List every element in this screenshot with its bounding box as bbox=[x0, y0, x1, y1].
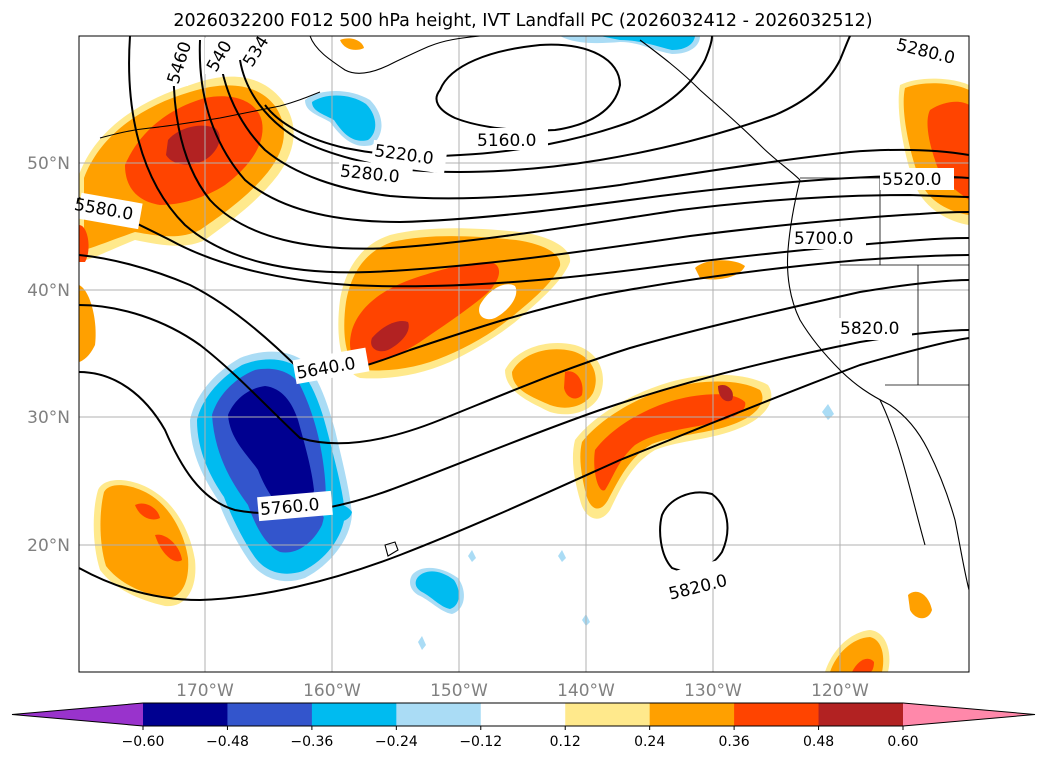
lat-tick-label: 40°N bbox=[27, 281, 70, 301]
colorbar-extend-low bbox=[12, 703, 143, 726]
ivt-region-east-central-a-core bbox=[564, 371, 583, 399]
ivt-negative-small-d bbox=[558, 550, 566, 562]
lon-tick-label: 150°W bbox=[430, 681, 488, 701]
colorbar-tick-label: −0.48 bbox=[206, 734, 249, 750]
contour-5460 bbox=[172, 39, 969, 250]
colorbar-segment bbox=[227, 703, 313, 726]
colorbar: −0.60 −0.48 −0.36 −0.24 −0.12 0.12 0.24 0.36 0.4… bbox=[11, 702, 1036, 750]
ivt-region-southwest-core-a bbox=[135, 503, 160, 520]
colorbar-segment bbox=[143, 703, 228, 726]
contour-5580 bbox=[79, 197, 969, 288]
lon-tick-label: 170°W bbox=[176, 681, 234, 701]
ivt-negative-top-inner bbox=[600, 36, 695, 50]
contour-5340 bbox=[217, 39, 969, 200]
ivt-negative-small-a bbox=[822, 404, 834, 420]
colorbar-tick-label: −0.60 bbox=[122, 734, 165, 750]
colorbar-segment bbox=[565, 703, 651, 726]
lon-tick-labels: 170°W 160°W 150°W 140°W 130°W 120°W bbox=[176, 681, 869, 701]
colorbar-tick-label: 0.24 bbox=[634, 734, 665, 750]
contour-5820-b bbox=[659, 491, 729, 572]
hawaii-islands bbox=[384, 541, 399, 557]
ivt-region-east-central-b-core bbox=[594, 394, 746, 491]
ivt-region-southwest-core-b bbox=[155, 534, 182, 562]
map-panel: 5460 540 534 5160.0 5220.0 5280.0 5280.0… bbox=[73, 29, 972, 673]
ivt-negative-hawaii-inner bbox=[415, 571, 459, 609]
ivt-negative-small-b bbox=[418, 636, 426, 650]
contour-5280-a bbox=[239, 36, 851, 173]
colorbar-segment bbox=[311, 703, 397, 726]
lon-tick-label: 160°W bbox=[303, 681, 361, 701]
colorbar-tick-label: 0.48 bbox=[803, 734, 834, 750]
ivt-negative-small-c bbox=[468, 550, 476, 562]
ivt-region-central-hole bbox=[479, 284, 517, 320]
colorbar-segment bbox=[480, 703, 566, 726]
contour-5700 bbox=[79, 279, 969, 445]
ivt-region-southeast-core bbox=[852, 658, 874, 672]
contour-label: 5160.0 bbox=[477, 131, 536, 151]
border-state-lines bbox=[840, 178, 969, 385]
coastline-aleutians bbox=[99, 91, 321, 139]
colorbar-tick-label: 0.36 bbox=[719, 734, 750, 750]
colorbar-tick-label: −0.36 bbox=[290, 734, 333, 750]
lat-tick-label: 20°N bbox=[27, 536, 70, 556]
lat-tick-label: 30°N bbox=[27, 408, 70, 428]
colorbar-tick-label: 0.12 bbox=[550, 734, 581, 750]
contour-labels: 5460 540 534 5160.0 5220.0 5280.0 5280.0… bbox=[73, 29, 972, 605]
colorbar-segment bbox=[649, 703, 735, 726]
coastline-panhandle bbox=[639, 39, 801, 181]
lat-tick-labels: 50°N 40°N 30°N 20°N bbox=[27, 154, 70, 556]
lon-tick-label: 120°W bbox=[811, 681, 869, 701]
coastline-west-coast bbox=[787, 179, 969, 591]
ivt-negative-gulf-inner bbox=[312, 95, 376, 141]
lat-tick-label: 50°N bbox=[27, 154, 70, 174]
colorbar-tick-label: 0.60 bbox=[887, 734, 918, 750]
ivt-region-east-central-b-max bbox=[718, 384, 733, 402]
ivt-region-far-east-small bbox=[908, 591, 932, 619]
ivt-negative-main-core bbox=[228, 386, 314, 513]
contour-5760 bbox=[79, 329, 969, 515]
figure-title: 2026032200 F012 500 hPa height, IVT Land… bbox=[173, 11, 872, 31]
contour-label: 5820.0 bbox=[840, 319, 899, 339]
ivt-region-top-small bbox=[340, 38, 364, 50]
contour-5820-a bbox=[79, 337, 969, 602]
colorbar-tick-label: −0.12 bbox=[459, 734, 502, 750]
colorbar-tick-label: −0.24 bbox=[375, 734, 418, 750]
contour-5640 bbox=[79, 254, 969, 375]
contour-label: 5700.0 bbox=[794, 229, 853, 249]
ivt-region-west-edge-b bbox=[79, 225, 89, 262]
ivt-region-central-max bbox=[371, 320, 409, 352]
colorbar-extend-high bbox=[903, 703, 1035, 726]
colorbar-segment bbox=[734, 703, 820, 726]
colorbar-segment bbox=[818, 703, 904, 726]
lon-tick-label: 140°W bbox=[557, 681, 615, 701]
colorbar-segment bbox=[396, 703, 482, 726]
contour-5160 bbox=[435, 43, 622, 132]
ivt-region-northeast-core bbox=[927, 101, 969, 200]
coastline-baja bbox=[879, 399, 926, 546]
contour-label: 5520.0 bbox=[882, 170, 941, 190]
coastline-alaska bbox=[309, 36, 481, 74]
coastlines bbox=[99, 36, 969, 591]
map-frame bbox=[78, 35, 970, 673]
ivt-region-southwest-inner bbox=[100, 485, 189, 599]
contour-5520 bbox=[128, 36, 969, 274]
lon-tick-label: 130°W bbox=[684, 681, 742, 701]
